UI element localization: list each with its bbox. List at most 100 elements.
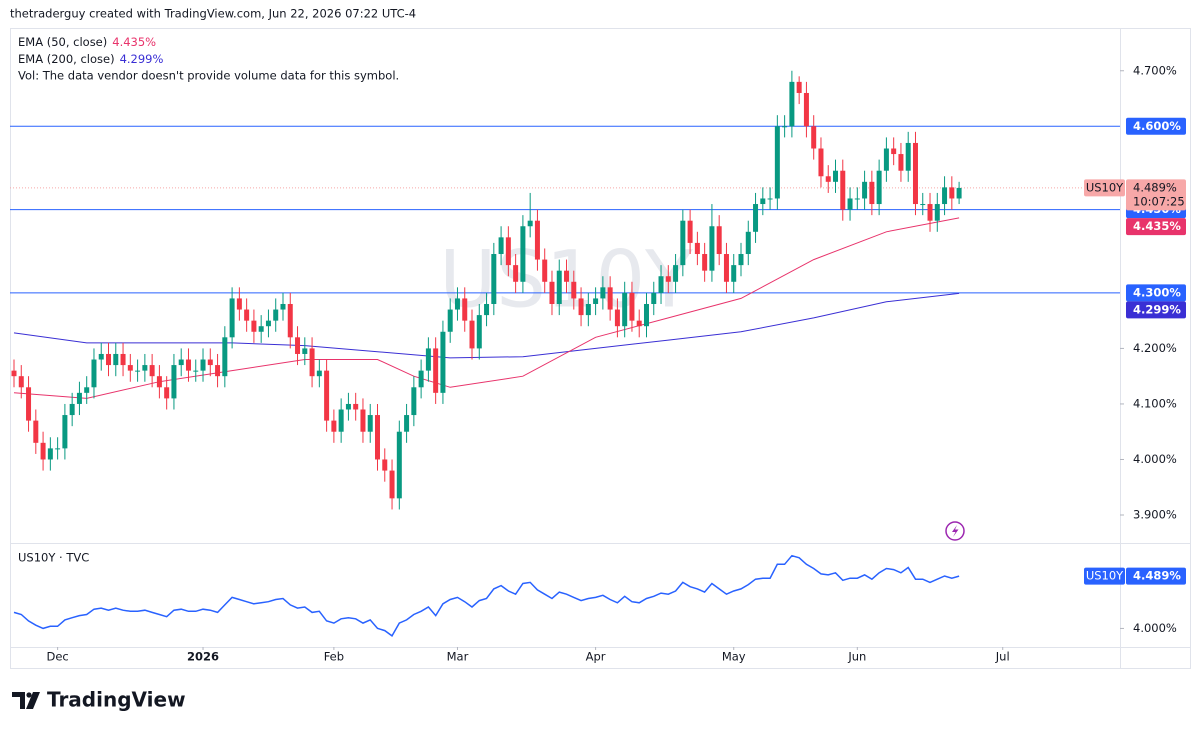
- candle-body: [345, 403, 351, 410]
- legend-value: 4.299%: [120, 52, 164, 66]
- candle-body: [840, 170, 846, 210]
- candle-body: [185, 359, 191, 371]
- candle-body: [869, 181, 875, 205]
- logo-mark: [12, 692, 25, 709]
- candle-body: [69, 403, 75, 416]
- candle-body: [862, 181, 868, 199]
- x-tick-label: Dec: [46, 650, 68, 664]
- candle-body: [687, 220, 693, 243]
- candle-body: [782, 126, 788, 128]
- candle-body: [716, 226, 722, 255]
- candle-body: [433, 348, 439, 393]
- candle-body: [833, 170, 839, 182]
- legend-name: EMA (50, close): [18, 35, 107, 49]
- candle-body: [905, 142, 911, 171]
- ema50-line: [13, 217, 960, 399]
- alert-circle[interactable]: [945, 521, 965, 541]
- candle-body: [745, 231, 751, 255]
- candle-body: [956, 187, 962, 199]
- candle-body: [854, 198, 860, 200]
- candle-body: [462, 298, 468, 321]
- candle-body: [912, 142, 918, 205]
- candle-body: [789, 81, 795, 127]
- candle-body: [229, 298, 235, 338]
- level-badge: [1126, 117, 1186, 135]
- candle-body: [265, 320, 271, 327]
- candle-body: [520, 226, 526, 282]
- candle-body: [171, 365, 177, 399]
- candle-body: [665, 276, 671, 282]
- y-tick-label: 4.200%: [1133, 341, 1177, 355]
- y-tick-label: 4.000%: [1133, 452, 1177, 466]
- candle-body: [796, 81, 802, 93]
- candle-body: [127, 365, 133, 371]
- candle-body: [338, 409, 344, 432]
- logo-mark: [26, 692, 40, 709]
- candle-body: [440, 331, 446, 393]
- ema200-badge: [1126, 301, 1186, 319]
- candle-body: [389, 470, 395, 499]
- brand-logo: [12, 692, 40, 709]
- x-tick-label: Jul: [995, 650, 1010, 664]
- level-badge-label: 4.600%: [1133, 119, 1181, 133]
- lower-symbol-label: US10Y: [1086, 569, 1124, 583]
- candle-body: [215, 365, 221, 377]
- candle-body: [607, 287, 613, 310]
- candle-body: [643, 303, 649, 327]
- candle-body: [803, 92, 809, 127]
- alert-bolt[interactable]: [952, 525, 959, 537]
- lower-price-label: 4.489%: [1133, 569, 1181, 583]
- candle-body: [55, 448, 61, 450]
- candle-body: [396, 431, 402, 499]
- candle-body: [302, 348, 308, 354]
- candle-body: [382, 459, 388, 471]
- candle-body: [636, 320, 642, 327]
- candle-body: [207, 359, 213, 366]
- candle-body: [876, 170, 882, 205]
- candle-body: [527, 220, 533, 227]
- legend-name: EMA (200, close): [18, 52, 115, 66]
- candle-body: [694, 242, 700, 255]
- candle-body: [47, 448, 53, 460]
- candle-body: [360, 409, 366, 432]
- candle-body: [891, 148, 897, 155]
- candle-body: [949, 187, 955, 199]
- ema200-badge-label: 4.299%: [1133, 302, 1181, 316]
- candle-body: [404, 415, 410, 432]
- candle-body: [564, 270, 570, 282]
- candle-body: [375, 415, 380, 460]
- logo-dot: [26, 692, 32, 698]
- candle-body: [767, 198, 773, 200]
- candle-body: [106, 353, 112, 366]
- attribution: thetraderguy created with TradingView.co…: [10, 7, 416, 21]
- candle-body: [498, 237, 504, 255]
- candle-body: [178, 359, 184, 366]
- ema50-legend: EMA (50, close) 4.435%: [18, 35, 156, 49]
- candle-body: [549, 281, 555, 304]
- candle-body: [295, 337, 301, 354]
- alert-icon[interactable]: [945, 521, 965, 541]
- candle-body: [578, 298, 584, 316]
- candle-body: [934, 204, 940, 221]
- x-tick-label: May: [722, 650, 746, 664]
- candle-body: [753, 204, 759, 232]
- candle-body: [723, 254, 729, 282]
- candle-body: [164, 387, 170, 399]
- level-badge: [1126, 284, 1186, 302]
- candle-body: [84, 387, 90, 393]
- candle-body: [18, 376, 24, 388]
- candle-body: [113, 353, 119, 366]
- candle-body: [236, 298, 242, 310]
- candle-body: [760, 198, 766, 205]
- candle-body: [513, 265, 519, 282]
- ema200-line: [13, 292, 960, 359]
- lower-price-badge: [1126, 567, 1186, 585]
- candle-body: [91, 359, 97, 388]
- candle-body: [120, 353, 126, 366]
- candle-body: [222, 337, 228, 377]
- candle-body: [280, 303, 286, 310]
- y-tick-label: 4.000%: [1133, 621, 1177, 635]
- candle-body: [411, 387, 417, 416]
- lower-pane-line: [13, 554, 960, 638]
